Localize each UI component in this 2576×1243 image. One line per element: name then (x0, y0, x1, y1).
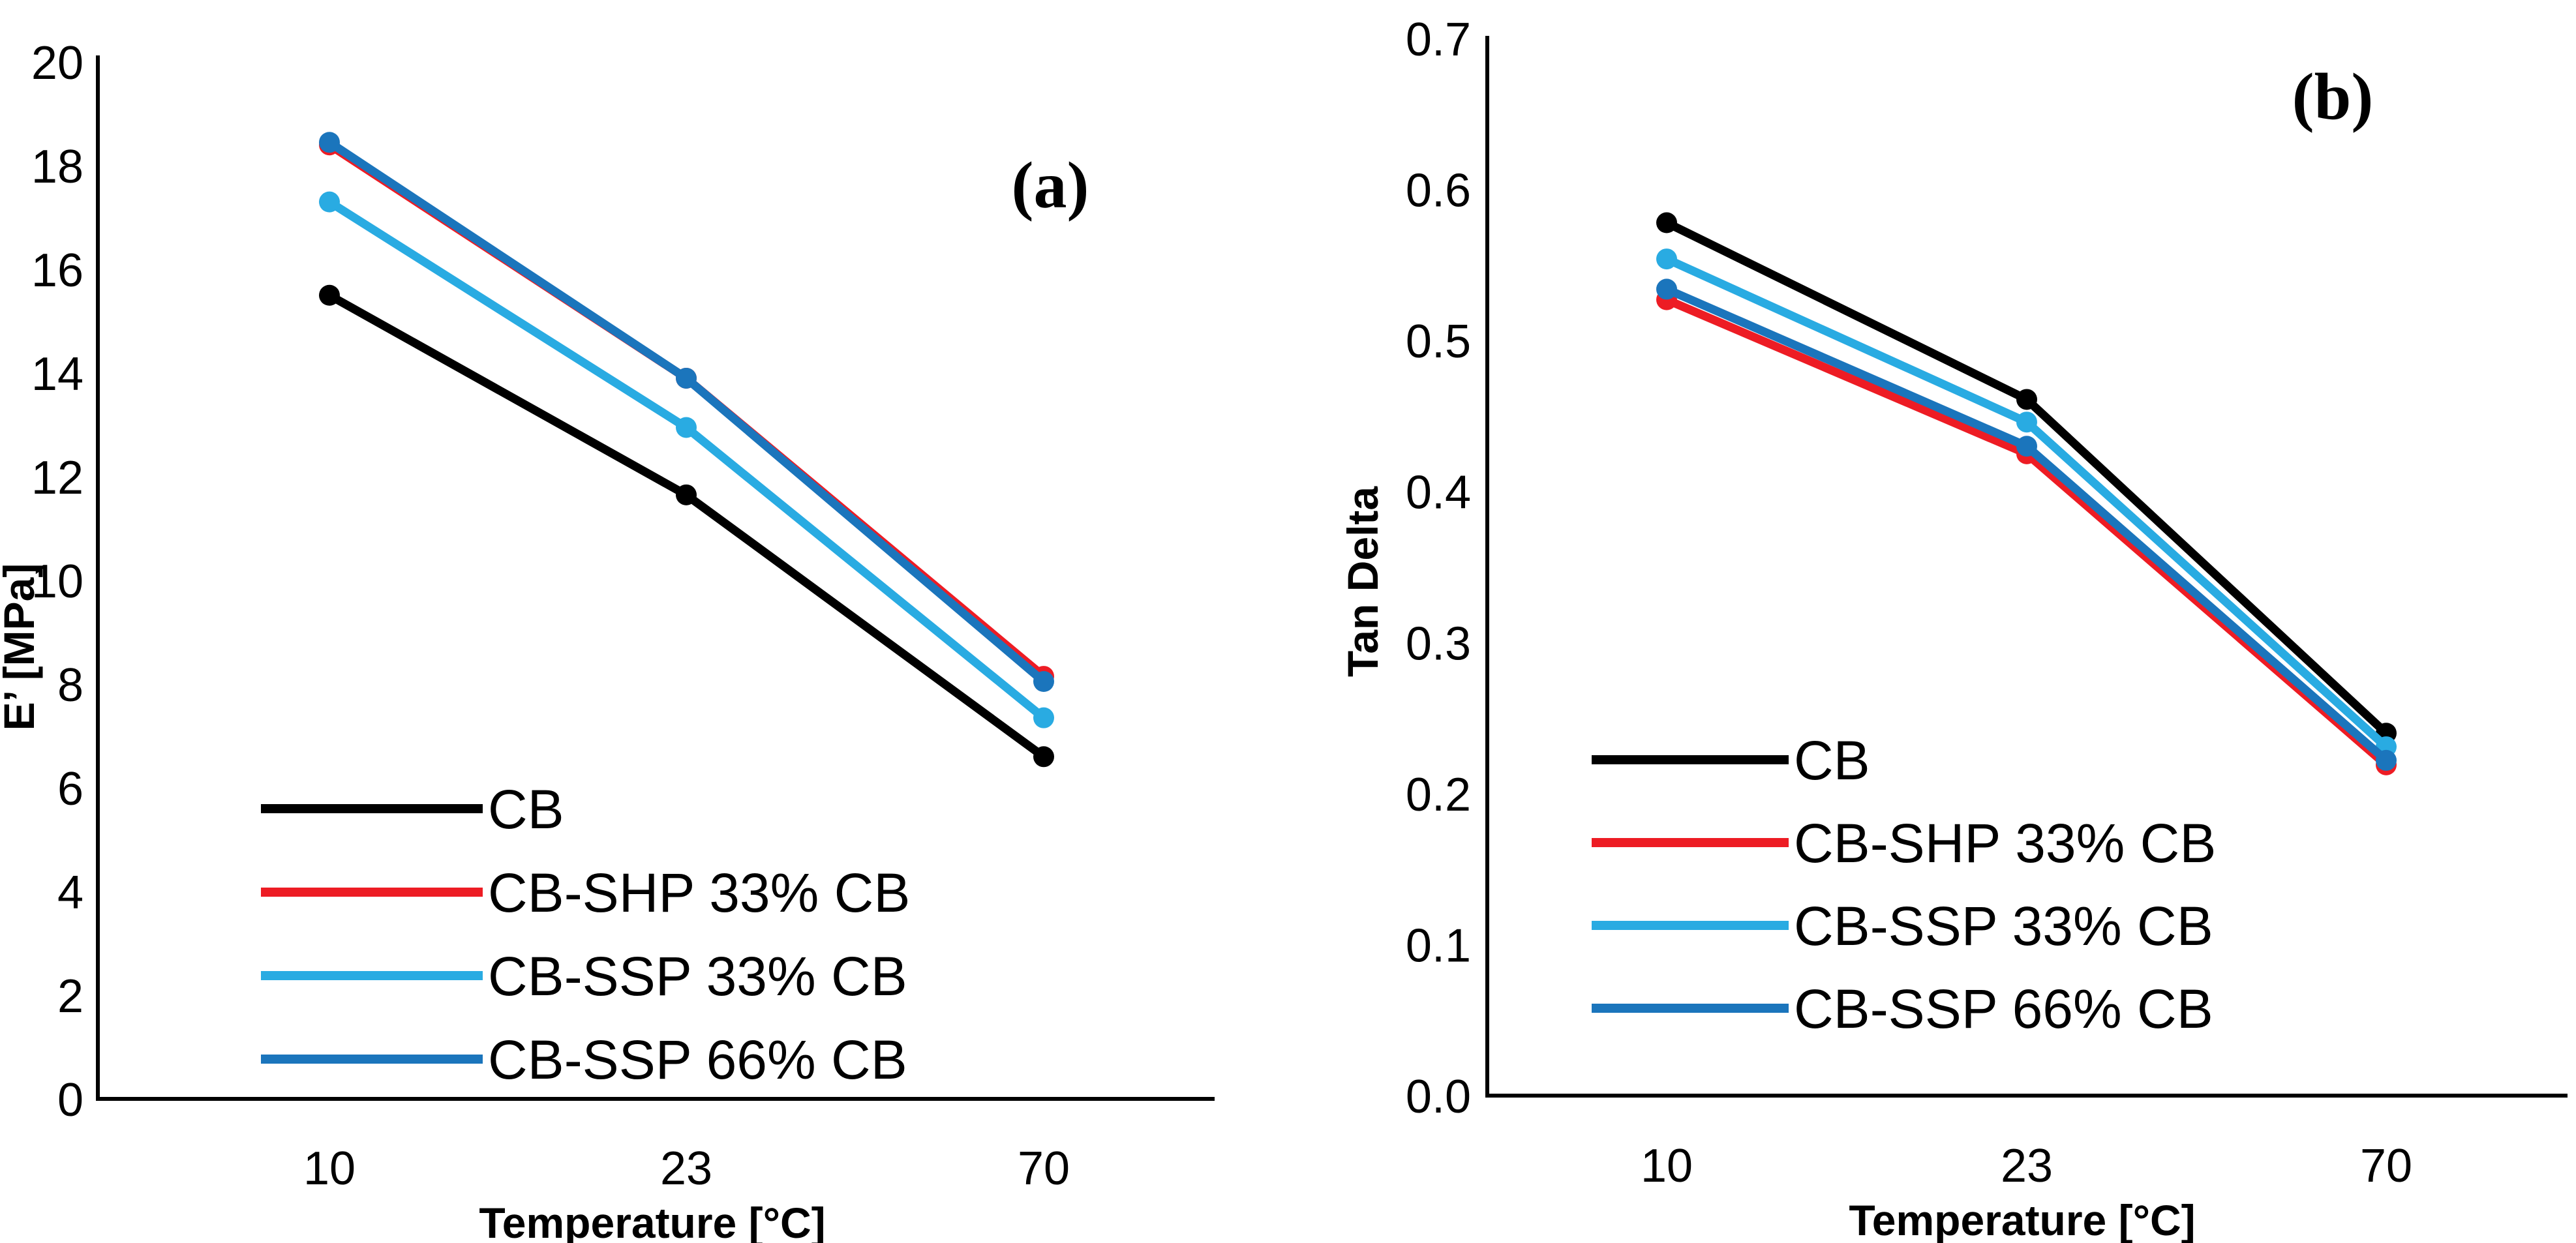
y-tick-label: 0.6 (1406, 165, 1471, 217)
panel-b-plot: 0.0 0.1 0.2 0.3 0.4 0.5 0.6 0.7 10 23 70 (1406, 14, 2568, 1192)
legend-label-cb: CB (488, 779, 564, 840)
x-tick-label: 23 (660, 1143, 712, 1195)
x-tick-label: 10 (303, 1143, 356, 1195)
data-point-cb-ssp-66-cb (1656, 278, 1677, 300)
y-axis-title-b: Tan Delta (1339, 486, 1387, 677)
legend-label-cb: CB (1794, 730, 1870, 791)
series-line-cb (325, 291, 1048, 761)
y-tick-label: 6 (57, 763, 83, 815)
panel-b: 0.0 0.1 0.2 0.3 0.4 0.5 0.6 0.7 10 23 70 (b) Tempe… (1339, 14, 2568, 1243)
panel-b-label: (b) (2292, 60, 2374, 134)
legend-label-cb-shp-33: CB-SHP 33% CB (488, 862, 910, 923)
y-tick-label: 18 (31, 141, 83, 193)
y-tick-label: 0.4 (1406, 467, 1471, 519)
data-point-cb (2016, 389, 2037, 410)
series-line-cb-shp-33-cb (1662, 295, 2391, 770)
legend-label-cb-shp-33: CB-SHP 33% CB (1794, 813, 2216, 874)
x-tick-label: 70 (1018, 1143, 1070, 1195)
data-point-cb-ssp-66-cb (1033, 671, 1054, 693)
data-point-cb-ssp-33-cb (676, 417, 697, 438)
y-tick-label: 0.0 (1406, 1071, 1471, 1123)
y-tick-label: 14 (31, 348, 83, 400)
legend-label-cb-ssp-33: CB-SSP 33% CB (488, 946, 907, 1007)
legend-b: CB CB-SHP 33% CB CB-SSP 33% CB CB-SSP 66… (1592, 730, 2216, 1040)
y-tick-label: 8 (57, 659, 83, 711)
data-point-cb-ssp-33-cb (1033, 707, 1054, 728)
x-axis-title-b: Temperature [°C] (1849, 1196, 2195, 1243)
y-axis-title-a: E’ [MPa] (0, 563, 43, 731)
legend-a: CB CB-SHP 33% CB CB-SSP 33% CB CB-SSP 66… (261, 779, 910, 1090)
x-tick-label: 23 (2001, 1140, 2053, 1192)
data-point-cb-ssp-66-cb (676, 367, 697, 389)
panel-a-plot: 0 2 4 6 8 10 12 14 16 18 20 10 23 70 (31, 37, 1215, 1195)
y-tick-label: 0.1 (1406, 920, 1471, 972)
x-tick-label: 70 (2360, 1140, 2412, 1192)
data-point-cb-ssp-33-cb (319, 191, 340, 213)
y-tick-label: 0.3 (1406, 618, 1471, 670)
y-tick-label: 16 (31, 245, 83, 297)
series-line-cb-shp-33-cb (325, 140, 1048, 681)
series-line-cb (1662, 218, 2391, 738)
data-point-cb (676, 484, 697, 505)
series-line-cb-ssp-33-cb (325, 198, 1048, 723)
legend-label-cb-ssp-66: CB-SSP 66% CB (488, 1029, 907, 1090)
data-point-cb-ssp-33-cb (2016, 412, 2037, 433)
series-line-cb-ssp-66-cb (325, 138, 1048, 686)
data-point-cb (1033, 746, 1054, 768)
legend-label-cb-ssp-33: CB-SSP 33% CB (1794, 895, 2213, 957)
y-tick-label: 0 (57, 1074, 83, 1126)
y-tick-label: 0.7 (1406, 14, 1471, 66)
y-tick-label: 10 (31, 556, 83, 608)
y-tick-label: 0.2 (1406, 769, 1471, 821)
data-point-cb (319, 284, 340, 306)
panel-a-label: (a) (1012, 149, 1089, 222)
data-point-cb-ssp-33-cb (1656, 248, 1677, 270)
data-point-cb-ssp-66-cb (2376, 749, 2397, 771)
x-tick-label: 10 (1641, 1140, 1693, 1192)
data-point-cb-ssp-66-cb (2016, 436, 2037, 457)
data-point-cb-ssp-66-cb (319, 132, 340, 153)
panel-a: 0 2 4 6 8 10 12 14 16 18 20 10 23 70 (a) Temperature … (0, 37, 1215, 1243)
y-tick-label: 2 (57, 970, 83, 1023)
x-axis-title-a: Temperature [°C] (479, 1199, 825, 1243)
legend-label-cb-ssp-66: CB-SSP 66% CB (1794, 978, 2213, 1040)
y-tick-label: 20 (31, 37, 83, 89)
y-tick-label: 12 (31, 452, 83, 504)
y-tick-label: 4 (57, 867, 83, 919)
series-line-cb-ssp-66-cb (1662, 284, 2391, 765)
data-point-cb (1656, 212, 1677, 233)
y-tick-label: 0.5 (1406, 316, 1471, 368)
